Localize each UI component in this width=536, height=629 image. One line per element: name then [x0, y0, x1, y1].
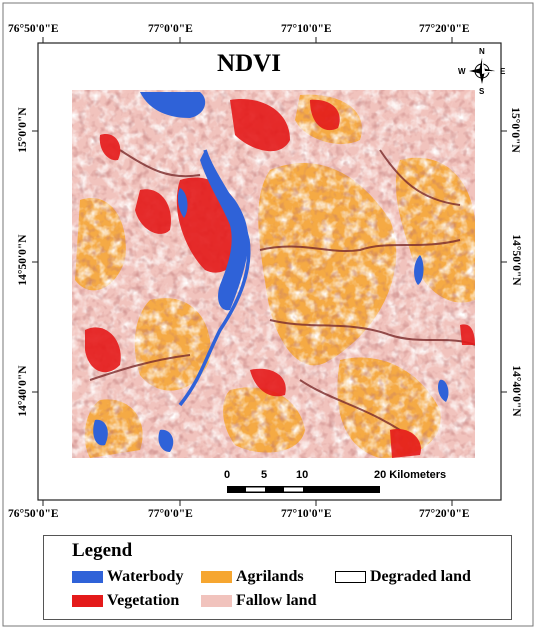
legend-swatch	[72, 571, 103, 583]
lat-label-left: 14°50'0"N	[17, 234, 29, 286]
lat-label-right: 14°40'0"N	[510, 365, 522, 417]
drainage-texture	[72, 90, 475, 458]
north-label: N	[479, 47, 485, 56]
drainage-lines	[89, 149, 475, 431]
legend-label: Fallow land	[236, 592, 317, 609]
legend-item-waterbody: Waterbody	[72, 568, 183, 586]
scale-tick-label: 0	[224, 469, 231, 481]
lat-label-left: 15°0'0"N	[17, 107, 29, 153]
legend-swatch	[335, 571, 366, 583]
waterbody-features	[93, 92, 449, 452]
legend-item-vegetation: Vegetation	[72, 592, 179, 610]
legend-label: Agrilands	[236, 568, 304, 585]
legend: Legend Waterbody Agrilands Degraded land…	[43, 535, 512, 620]
legend-label: Waterbody	[107, 568, 184, 585]
lon-label-bottom: 77°20'0"E	[419, 508, 470, 520]
scale-tick-label: 5	[261, 469, 268, 481]
legend-title: Legend	[72, 540, 133, 561]
legend-item-agrilands: Agrilands	[201, 568, 304, 586]
lat-label-right: 14°50'0"N	[510, 234, 522, 286]
graticule-ticks	[32, 37, 507, 506]
legend-swatch	[72, 595, 103, 607]
legend-swatch	[201, 571, 232, 583]
scale-bar	[227, 486, 380, 493]
lon-label-top: 77°20'0"E	[419, 23, 470, 35]
lon-label-top: 76°50'0"E	[8, 23, 59, 35]
scale-tick-label: 10	[296, 469, 309, 481]
map-title: NDVI	[217, 50, 281, 77]
river-channel	[178, 149, 251, 407]
south-label: S	[479, 87, 485, 96]
east-label: E	[500, 67, 506, 76]
scale-tick-label: 20 Kilometers	[374, 469, 447, 481]
legend-item-fallow-land: Fallow land	[201, 592, 316, 610]
lon-label-top: 77°0'0"E	[148, 23, 193, 35]
lon-label-bottom: 77°0'0"E	[148, 508, 193, 520]
west-label: W	[458, 67, 466, 76]
lon-label-bottom: 76°50'0"E	[8, 508, 59, 520]
legend-item-degraded-land: Degraded land	[335, 568, 471, 586]
lon-label-top: 77°10'0"E	[281, 23, 332, 35]
lat-label-left: 14°40'0"N	[17, 365, 29, 417]
legend-swatch	[201, 595, 232, 607]
lat-label-right: 15°0'0"N	[509, 107, 521, 153]
ndvi-raster	[72, 90, 475, 458]
legend-label: Degraded land	[370, 568, 471, 585]
legend-label: Vegetation	[107, 592, 180, 609]
lon-label-bottom: 77°10'0"E	[281, 508, 332, 520]
compass-rose-icon	[469, 58, 495, 84]
